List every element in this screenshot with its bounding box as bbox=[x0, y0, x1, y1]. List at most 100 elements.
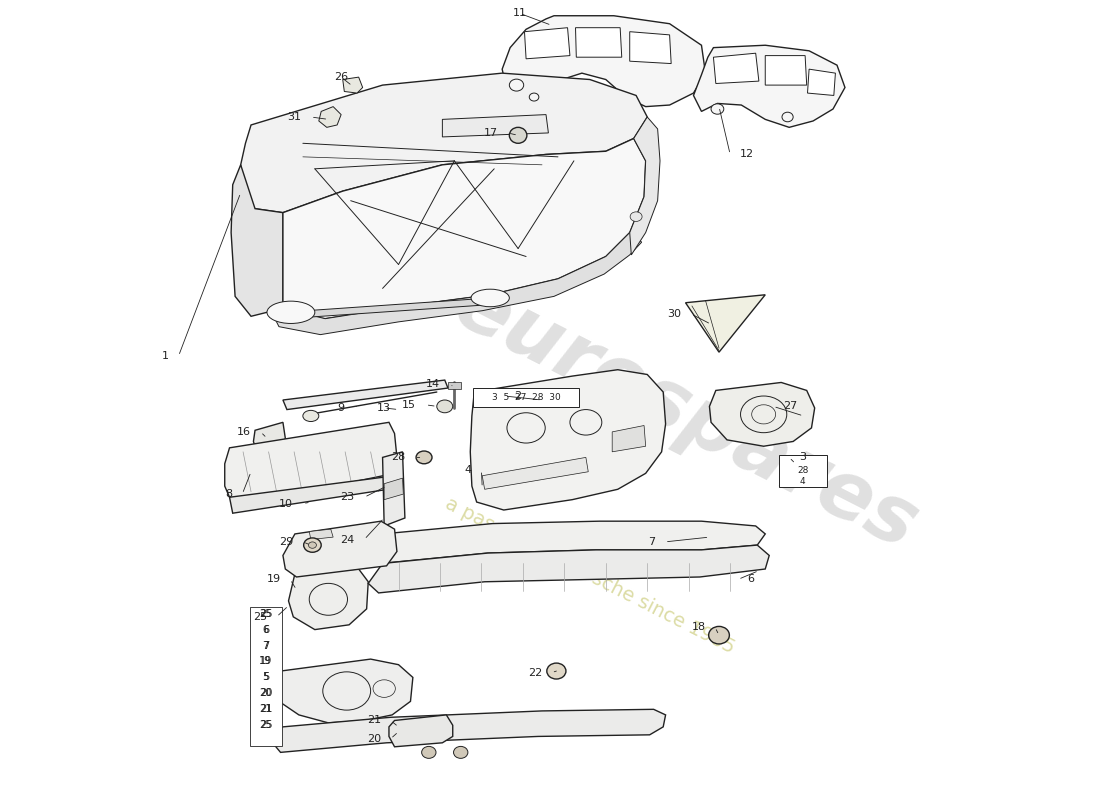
Polygon shape bbox=[383, 452, 405, 526]
Text: 19: 19 bbox=[260, 657, 273, 666]
Text: eurospares: eurospares bbox=[441, 266, 930, 566]
Text: 28: 28 bbox=[798, 466, 808, 475]
Polygon shape bbox=[275, 233, 641, 334]
Ellipse shape bbox=[308, 542, 317, 548]
FancyBboxPatch shape bbox=[473, 388, 579, 407]
Text: 4: 4 bbox=[800, 477, 805, 486]
Polygon shape bbox=[288, 569, 368, 630]
Text: 14: 14 bbox=[426, 379, 440, 389]
Polygon shape bbox=[482, 458, 588, 490]
Ellipse shape bbox=[416, 451, 432, 464]
Text: a passion for porsche since 1985: a passion for porsche since 1985 bbox=[442, 494, 738, 657]
Text: 4: 4 bbox=[464, 465, 472, 475]
Text: 21: 21 bbox=[260, 704, 272, 714]
Text: 9: 9 bbox=[338, 403, 344, 413]
Polygon shape bbox=[224, 422, 397, 500]
Text: 25: 25 bbox=[260, 720, 272, 730]
Polygon shape bbox=[368, 545, 769, 593]
Text: 25: 25 bbox=[260, 720, 273, 730]
Text: 5: 5 bbox=[262, 673, 268, 682]
Text: 6: 6 bbox=[748, 574, 755, 584]
Ellipse shape bbox=[437, 400, 453, 413]
Polygon shape bbox=[231, 165, 283, 316]
Text: 8: 8 bbox=[226, 489, 233, 499]
Polygon shape bbox=[613, 426, 646, 452]
FancyBboxPatch shape bbox=[250, 607, 282, 746]
Text: 19: 19 bbox=[260, 657, 272, 666]
Polygon shape bbox=[629, 32, 671, 63]
Text: 2: 2 bbox=[514, 391, 521, 401]
Ellipse shape bbox=[471, 289, 509, 306]
Text: 6: 6 bbox=[262, 625, 268, 634]
Ellipse shape bbox=[309, 583, 348, 615]
Text: 7: 7 bbox=[262, 641, 268, 650]
Text: 18: 18 bbox=[691, 622, 705, 632]
Ellipse shape bbox=[630, 212, 642, 222]
Ellipse shape bbox=[782, 112, 793, 122]
Text: 15: 15 bbox=[403, 400, 416, 410]
Polygon shape bbox=[525, 28, 570, 58]
Polygon shape bbox=[371, 521, 766, 563]
Text: 25: 25 bbox=[260, 609, 272, 618]
Polygon shape bbox=[448, 382, 461, 389]
Text: 25: 25 bbox=[260, 609, 273, 618]
Text: 16: 16 bbox=[236, 427, 251, 437]
Text: 20: 20 bbox=[260, 688, 272, 698]
Text: 12: 12 bbox=[739, 150, 754, 159]
Ellipse shape bbox=[529, 93, 539, 101]
Polygon shape bbox=[442, 114, 549, 137]
Ellipse shape bbox=[708, 626, 729, 644]
Polygon shape bbox=[389, 715, 453, 746]
Text: 3: 3 bbox=[799, 452, 805, 462]
Polygon shape bbox=[807, 69, 835, 95]
Polygon shape bbox=[629, 117, 660, 255]
Ellipse shape bbox=[509, 127, 527, 143]
Polygon shape bbox=[319, 106, 341, 127]
Text: 3  5  27  28  30: 3 5 27 28 30 bbox=[492, 393, 561, 402]
Ellipse shape bbox=[751, 405, 776, 424]
Ellipse shape bbox=[711, 104, 724, 114]
Polygon shape bbox=[253, 422, 285, 452]
Text: 17: 17 bbox=[484, 128, 498, 138]
Text: 10: 10 bbox=[279, 498, 294, 509]
Text: 20: 20 bbox=[367, 734, 381, 744]
Ellipse shape bbox=[267, 301, 315, 323]
FancyBboxPatch shape bbox=[779, 455, 826, 487]
Polygon shape bbox=[685, 294, 766, 352]
Polygon shape bbox=[283, 138, 646, 318]
Text: 30: 30 bbox=[668, 309, 682, 319]
Polygon shape bbox=[693, 46, 845, 127]
Text: 1: 1 bbox=[162, 351, 169, 361]
Polygon shape bbox=[309, 529, 333, 539]
Text: 29: 29 bbox=[279, 537, 294, 547]
Polygon shape bbox=[503, 16, 705, 106]
Ellipse shape bbox=[421, 746, 436, 758]
Ellipse shape bbox=[302, 410, 319, 422]
Text: 28: 28 bbox=[390, 452, 405, 462]
Polygon shape bbox=[275, 659, 412, 723]
Text: 19: 19 bbox=[266, 574, 280, 584]
Text: 24: 24 bbox=[340, 534, 354, 545]
Text: 22: 22 bbox=[528, 668, 542, 678]
Polygon shape bbox=[283, 380, 448, 410]
Polygon shape bbox=[343, 77, 363, 93]
Polygon shape bbox=[384, 478, 404, 500]
Polygon shape bbox=[273, 710, 666, 752]
Polygon shape bbox=[230, 476, 398, 514]
Ellipse shape bbox=[570, 410, 602, 435]
Text: 21: 21 bbox=[260, 704, 273, 714]
Text: 21: 21 bbox=[367, 715, 381, 726]
Text: 27: 27 bbox=[783, 402, 798, 411]
Text: 31: 31 bbox=[287, 112, 301, 122]
Text: 23: 23 bbox=[341, 492, 354, 502]
Text: 11: 11 bbox=[513, 8, 527, 18]
Polygon shape bbox=[714, 54, 759, 83]
Text: 26: 26 bbox=[334, 72, 349, 82]
Polygon shape bbox=[575, 28, 622, 57]
Text: 6: 6 bbox=[263, 625, 270, 634]
Polygon shape bbox=[710, 382, 815, 446]
Text: 7: 7 bbox=[263, 641, 270, 650]
Ellipse shape bbox=[304, 538, 321, 552]
Text: 7: 7 bbox=[648, 537, 656, 547]
Text: 25: 25 bbox=[253, 612, 267, 622]
